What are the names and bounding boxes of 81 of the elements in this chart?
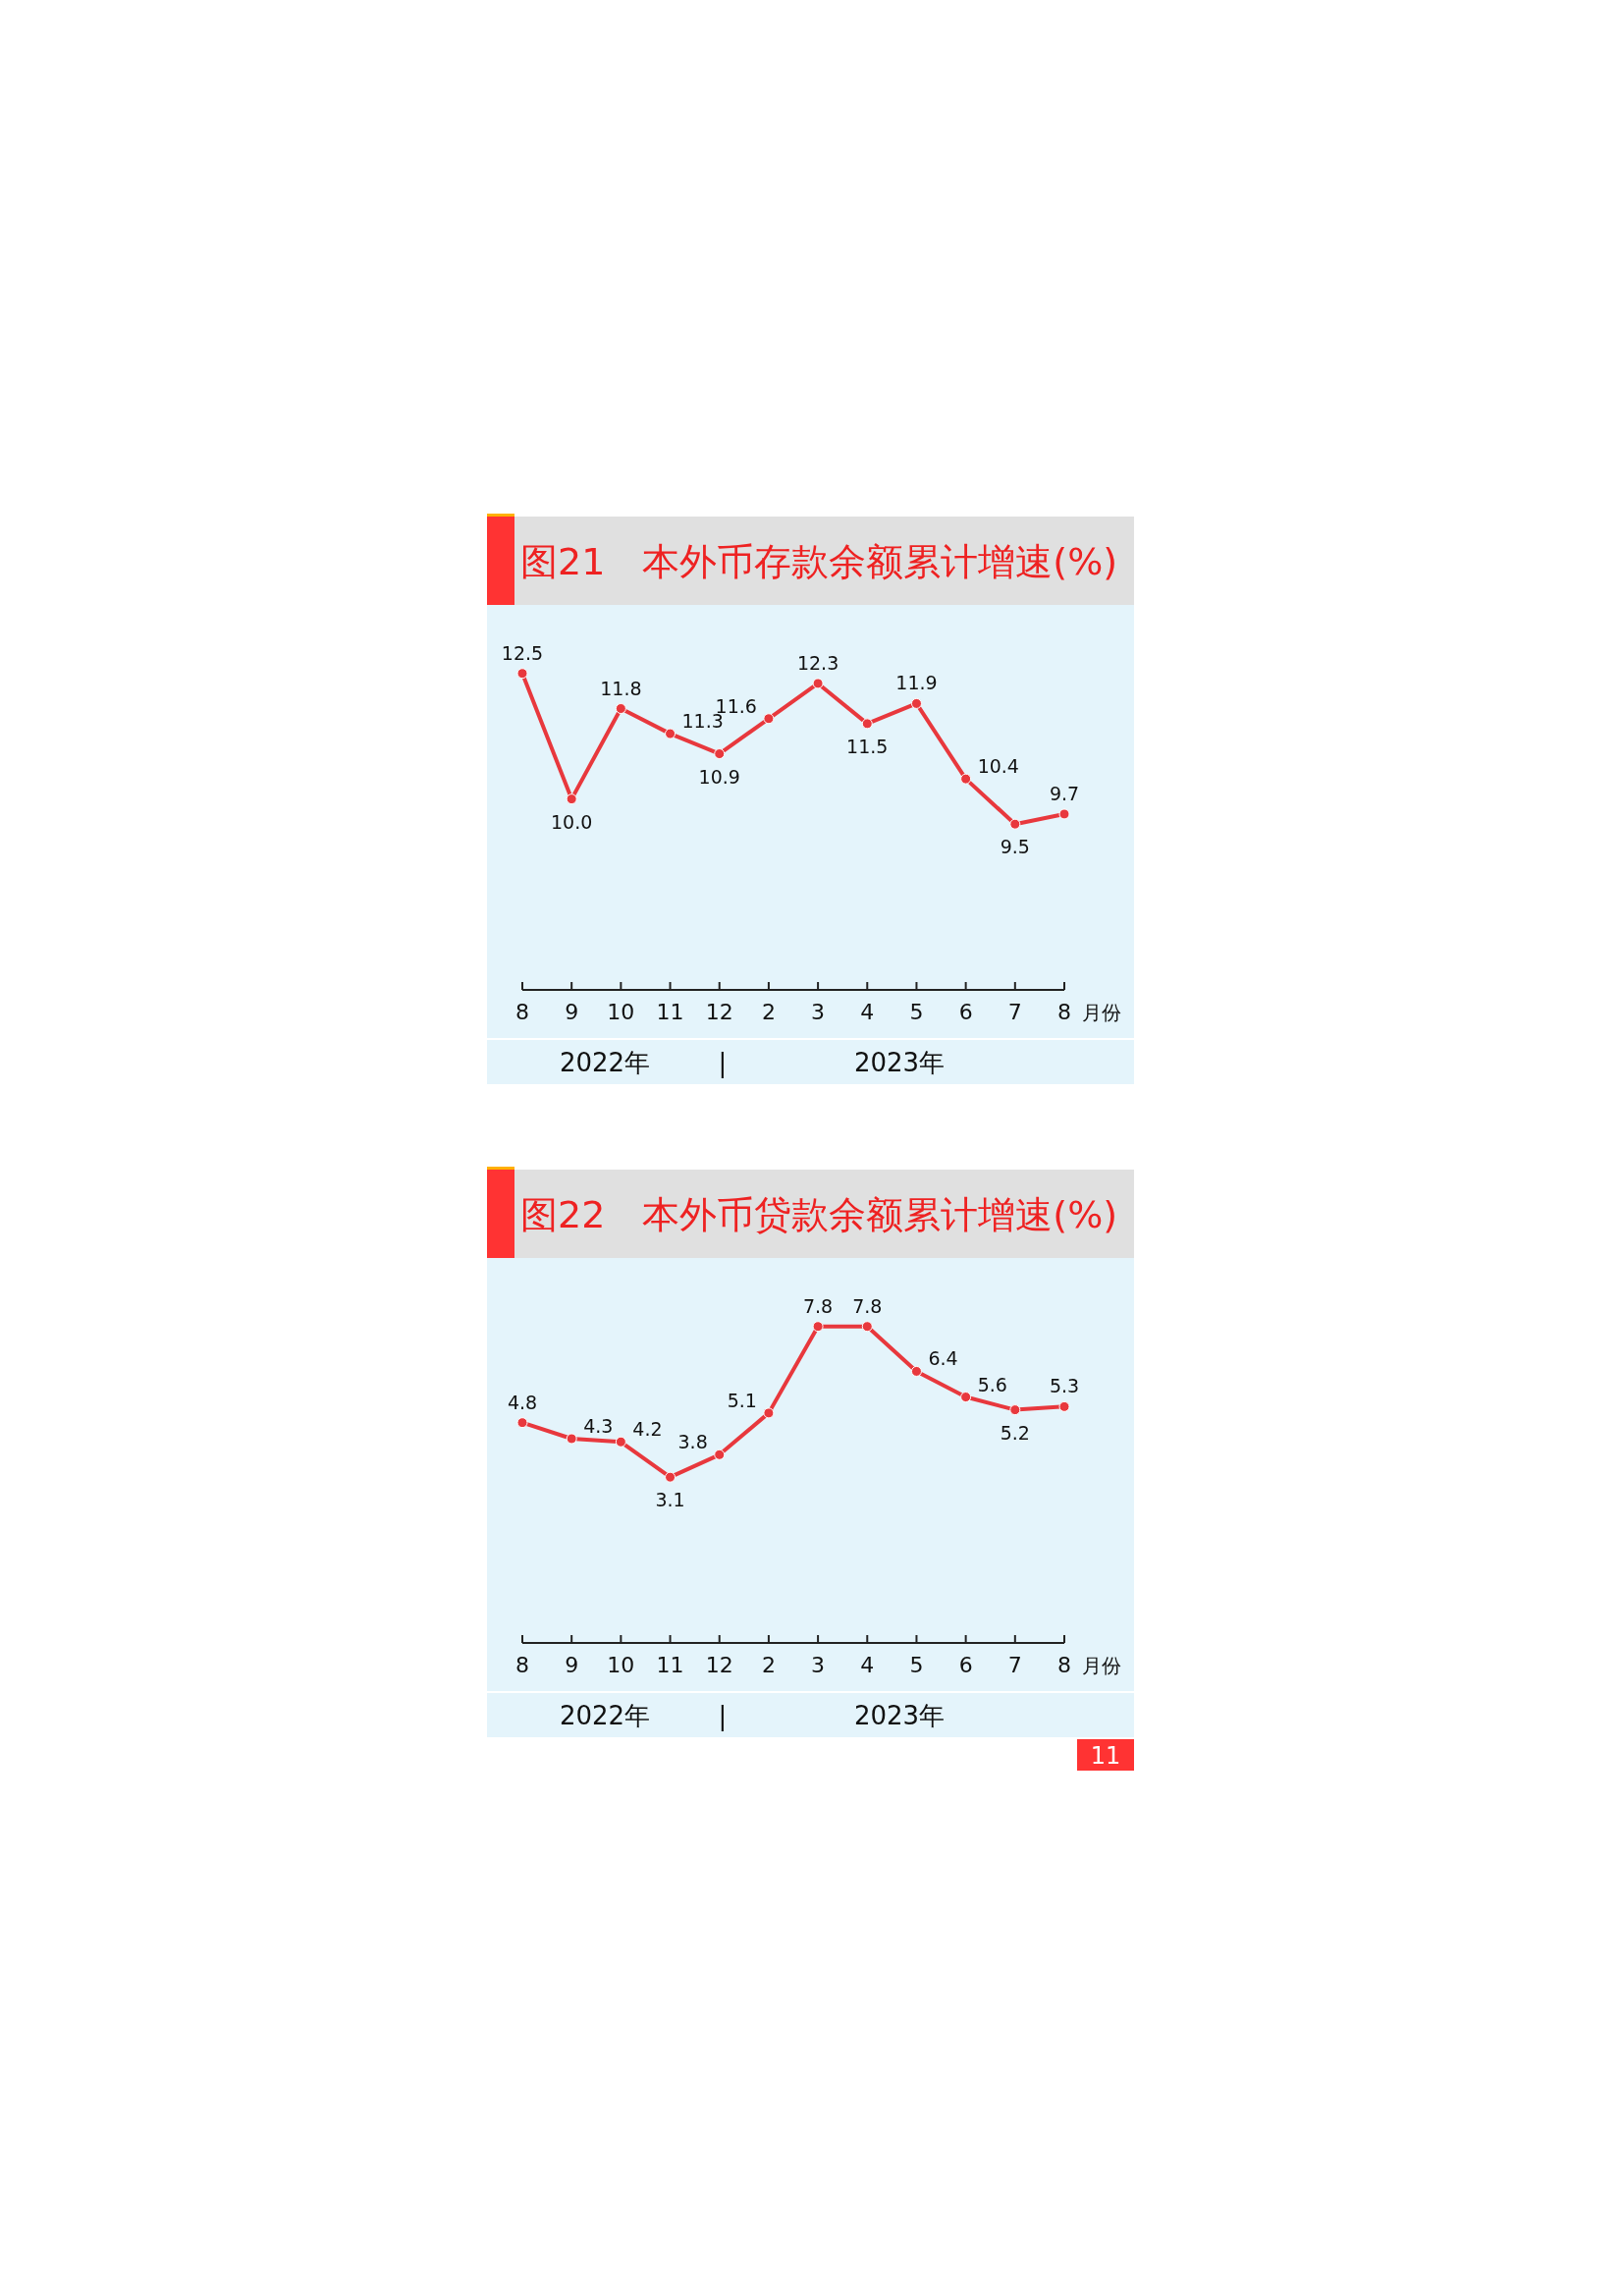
point [516,668,528,680]
text: 2023年 [853,1701,946,1730]
data-label: 10.9 [698,765,740,788]
point [665,728,676,739]
point [910,1365,922,1377]
point [615,1436,626,1448]
chart-title: 图21 本外币存款余额累计增速(%) [520,540,1118,583]
data-label: 3.1 [655,1489,685,1511]
point [763,713,775,725]
x-tick-label: 5 [909,1653,924,1677]
data-label: 6.4 [928,1347,958,1370]
x-tick-label: 8 [515,1000,529,1024]
x-tick-label: 8 [1057,1653,1071,1677]
point [960,773,972,785]
data-label: 9.5 [1000,836,1030,858]
x-tick-label: 8 [1057,1000,1071,1024]
text: | [718,1048,728,1078]
data-label: 7.8 [852,1294,883,1317]
x-tick-label: 10 [607,1653,635,1677]
x-tick-label: 10 [607,1000,635,1024]
data-label: 7.8 [802,1294,834,1317]
x-tick-label: 5 [909,1000,924,1024]
data-label: 4.8 [507,1391,538,1413]
data-label: 5.2 [1000,1421,1030,1444]
point [812,1321,824,1333]
data-label: 11.9 [895,672,938,694]
point [1009,818,1021,830]
x-tick-label: 4 [860,1000,875,1024]
chart-title: 图22 本外币贷款余额累计增速(%) [520,1193,1118,1236]
point [960,1392,972,1403]
point [516,1417,528,1429]
point [714,748,726,760]
point [861,1321,873,1333]
data-label: 12.3 [796,651,839,674]
data-label: 5.3 [1049,1375,1080,1397]
point [1058,1400,1070,1412]
text: | [718,1701,728,1731]
x-tick-label: 8 [515,1653,529,1677]
data-label: 4.2 [632,1418,663,1441]
x-tick-label: 11 [656,1653,684,1677]
x-tick-label: 2 [761,1000,776,1024]
point [861,718,873,730]
x-tick-label: 6 [958,1653,973,1677]
data-label: 3.8 [677,1431,708,1453]
x-tick-label: 7 [1007,1653,1022,1677]
x-tick-label: 9 [565,1653,579,1677]
x-tick-label: 2 [761,1653,776,1677]
data-label: 5.1 [727,1389,757,1411]
data-label: 11.5 [846,735,889,757]
point [763,1407,775,1419]
x-axis-title: 月份 [1082,1001,1121,1024]
data-label: 11.8 [600,677,642,699]
x-tick-label: 4 [860,1653,875,1677]
point [1058,808,1070,820]
data-label: 9.7 [1049,782,1080,804]
x-tick-label: 7 [1007,1000,1022,1024]
x-tick-label: 12 [705,1653,733,1677]
data-label: 10.4 [977,755,1019,778]
text: 2022年 [559,1048,651,1077]
x-tick-label: 6 [958,1000,973,1024]
x-tick-label: 12 [705,1000,733,1024]
x-axis-title: 月份 [1082,1654,1121,1677]
point [1009,1404,1021,1416]
data-label: 10.0 [551,810,593,833]
data-label: 5.6 [977,1373,1007,1395]
x-tick-label: 11 [656,1000,684,1024]
x-tick-label: 3 [811,1653,826,1677]
point [566,793,577,805]
point [714,1449,726,1460]
x-tick-label: 3 [811,1000,826,1024]
point [812,678,824,689]
text: 2023年 [853,1048,946,1077]
point [615,703,626,715]
x-tick-label: 9 [565,1000,579,1024]
point [566,1433,577,1445]
text: 11 [1090,1742,1121,1770]
point [910,697,922,709]
text: 2022年 [559,1701,651,1730]
data-label: 12.5 [501,641,544,664]
data-label: 4.3 [583,1415,614,1437]
point [665,1471,676,1483]
